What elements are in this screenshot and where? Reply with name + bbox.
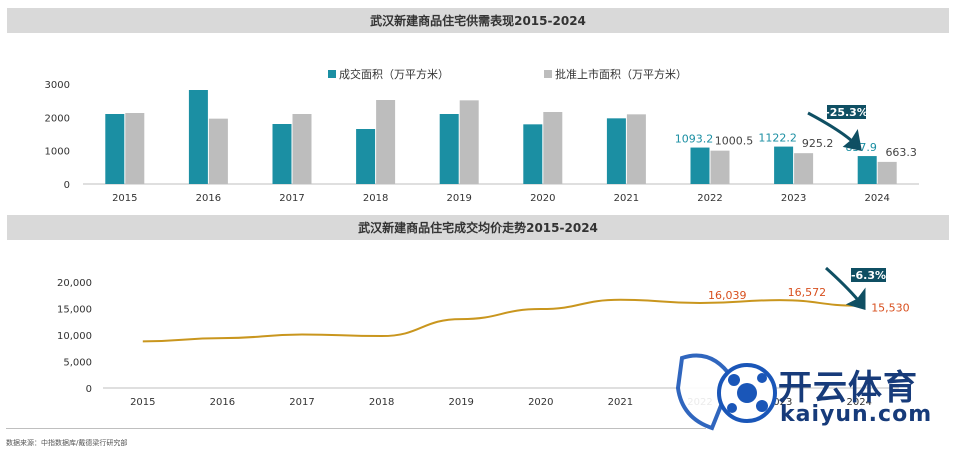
change-badge-text: -25.3% (825, 106, 868, 119)
bar-data-label: 1093.2 (675, 133, 714, 146)
price-line (142, 298, 860, 343)
bar-x-tick: 2016 (196, 193, 221, 204)
line-y-tick: 0 (86, 384, 92, 395)
watermark-logo-icon (675, 353, 777, 431)
bar-transaction (188, 90, 208, 184)
line-x-tick: 2024 (846, 397, 871, 408)
bar-approved (292, 114, 312, 184)
line-x-tick: 2017 (289, 397, 314, 408)
line-x-tick: 2015 (130, 397, 155, 408)
bar-x-tick: 2022 (697, 193, 722, 204)
bar-x-tick: 2023 (781, 193, 806, 204)
change-badge (851, 268, 886, 282)
line-chart-title: 武汉新建商品住宅成交均价走势2015-2024 (7, 215, 949, 240)
line-x-tick: 2021 (608, 397, 633, 408)
source-note: 数据来源：中指数据库/戴德梁行研究部 (6, 439, 128, 447)
bar-chart: 0 1000 2000 3000 2015 2016 2017 2018 2019 2020 202… (45, 67, 919, 204)
bar-transaction (523, 124, 543, 184)
bar-y-tick: 2000 (45, 113, 70, 124)
bar-approved (125, 113, 145, 184)
line-x-tick: 2023 (767, 397, 792, 408)
bar-data-label: 925.2 (802, 137, 834, 150)
bar-x-tick: 2019 (446, 193, 471, 204)
arrow-down-icon (807, 111, 862, 151)
bar-approved (626, 114, 646, 184)
line-x-tick: 2016 (210, 397, 235, 408)
bar-approved (459, 100, 479, 184)
line-y-tick: 20,000 (57, 278, 92, 289)
bar-x-tick: 2021 (614, 193, 639, 204)
bar-chart-title: 武汉新建商品住宅供需表现2015-2024 (7, 8, 949, 33)
legend-label: 成交面积（万平方米） (339, 67, 449, 81)
line-x-tick: 2020 (528, 397, 553, 408)
bar-approved (877, 161, 897, 184)
bar-approved (376, 100, 396, 184)
change-badge (827, 105, 866, 119)
line-y-tick: 10,000 (57, 331, 92, 342)
bar-transaction (105, 114, 125, 184)
bar-data-label: 663.3 (885, 146, 917, 159)
line-data-label: 16,572 (788, 286, 827, 299)
bar-transaction (690, 147, 710, 184)
bar-transaction (356, 129, 376, 184)
bar-x-tick: 2017 (279, 193, 304, 204)
bar-transaction (774, 146, 794, 184)
bar-y-tick: 3000 (45, 80, 70, 91)
legend-swatch (544, 70, 552, 78)
change-badge-text: -6.3% (851, 269, 886, 282)
source-divider (6, 428, 706, 429)
line-data-label: 16,039 (708, 289, 747, 302)
line-chart: 0 5,000 10,000 15,000 20,000 2015 2016 2017 2018… (57, 266, 910, 408)
bar-approved (794, 153, 814, 184)
bar-data-label: 1000.5 (715, 135, 754, 148)
arrow-down-icon (824, 266, 866, 310)
bar-approved (710, 150, 730, 184)
bar-x-tick: 2018 (363, 193, 388, 204)
bar-y-tick: 1000 (45, 147, 70, 158)
bar-y-tick: 0 (64, 180, 70, 191)
bar-transaction (272, 124, 292, 184)
bar-x-tick: 2020 (530, 193, 555, 204)
line-y-tick: 5,000 (63, 358, 92, 369)
bar-approved (543, 112, 563, 184)
bar-data-label: 1122.2 (758, 132, 797, 145)
bar-transaction (439, 114, 459, 184)
bar-transaction (857, 156, 877, 184)
watermark-text-cn: 开云体育 (778, 368, 918, 408)
line-x-tick: 2018 (369, 397, 394, 408)
bar-transaction (606, 118, 626, 184)
watermark-text-en: kaiyun.com (780, 402, 933, 427)
line-data-label: 15,530 (871, 302, 910, 315)
legend-label: 批准上市面积（万平方米） (555, 67, 687, 81)
bar-approved (208, 118, 228, 184)
bar-x-tick: 2015 (112, 193, 137, 204)
bar-x-tick: 2024 (864, 193, 889, 204)
legend-swatch (328, 70, 336, 78)
line-x-tick: 2019 (448, 397, 473, 408)
line-y-tick: 15,000 (57, 305, 92, 316)
